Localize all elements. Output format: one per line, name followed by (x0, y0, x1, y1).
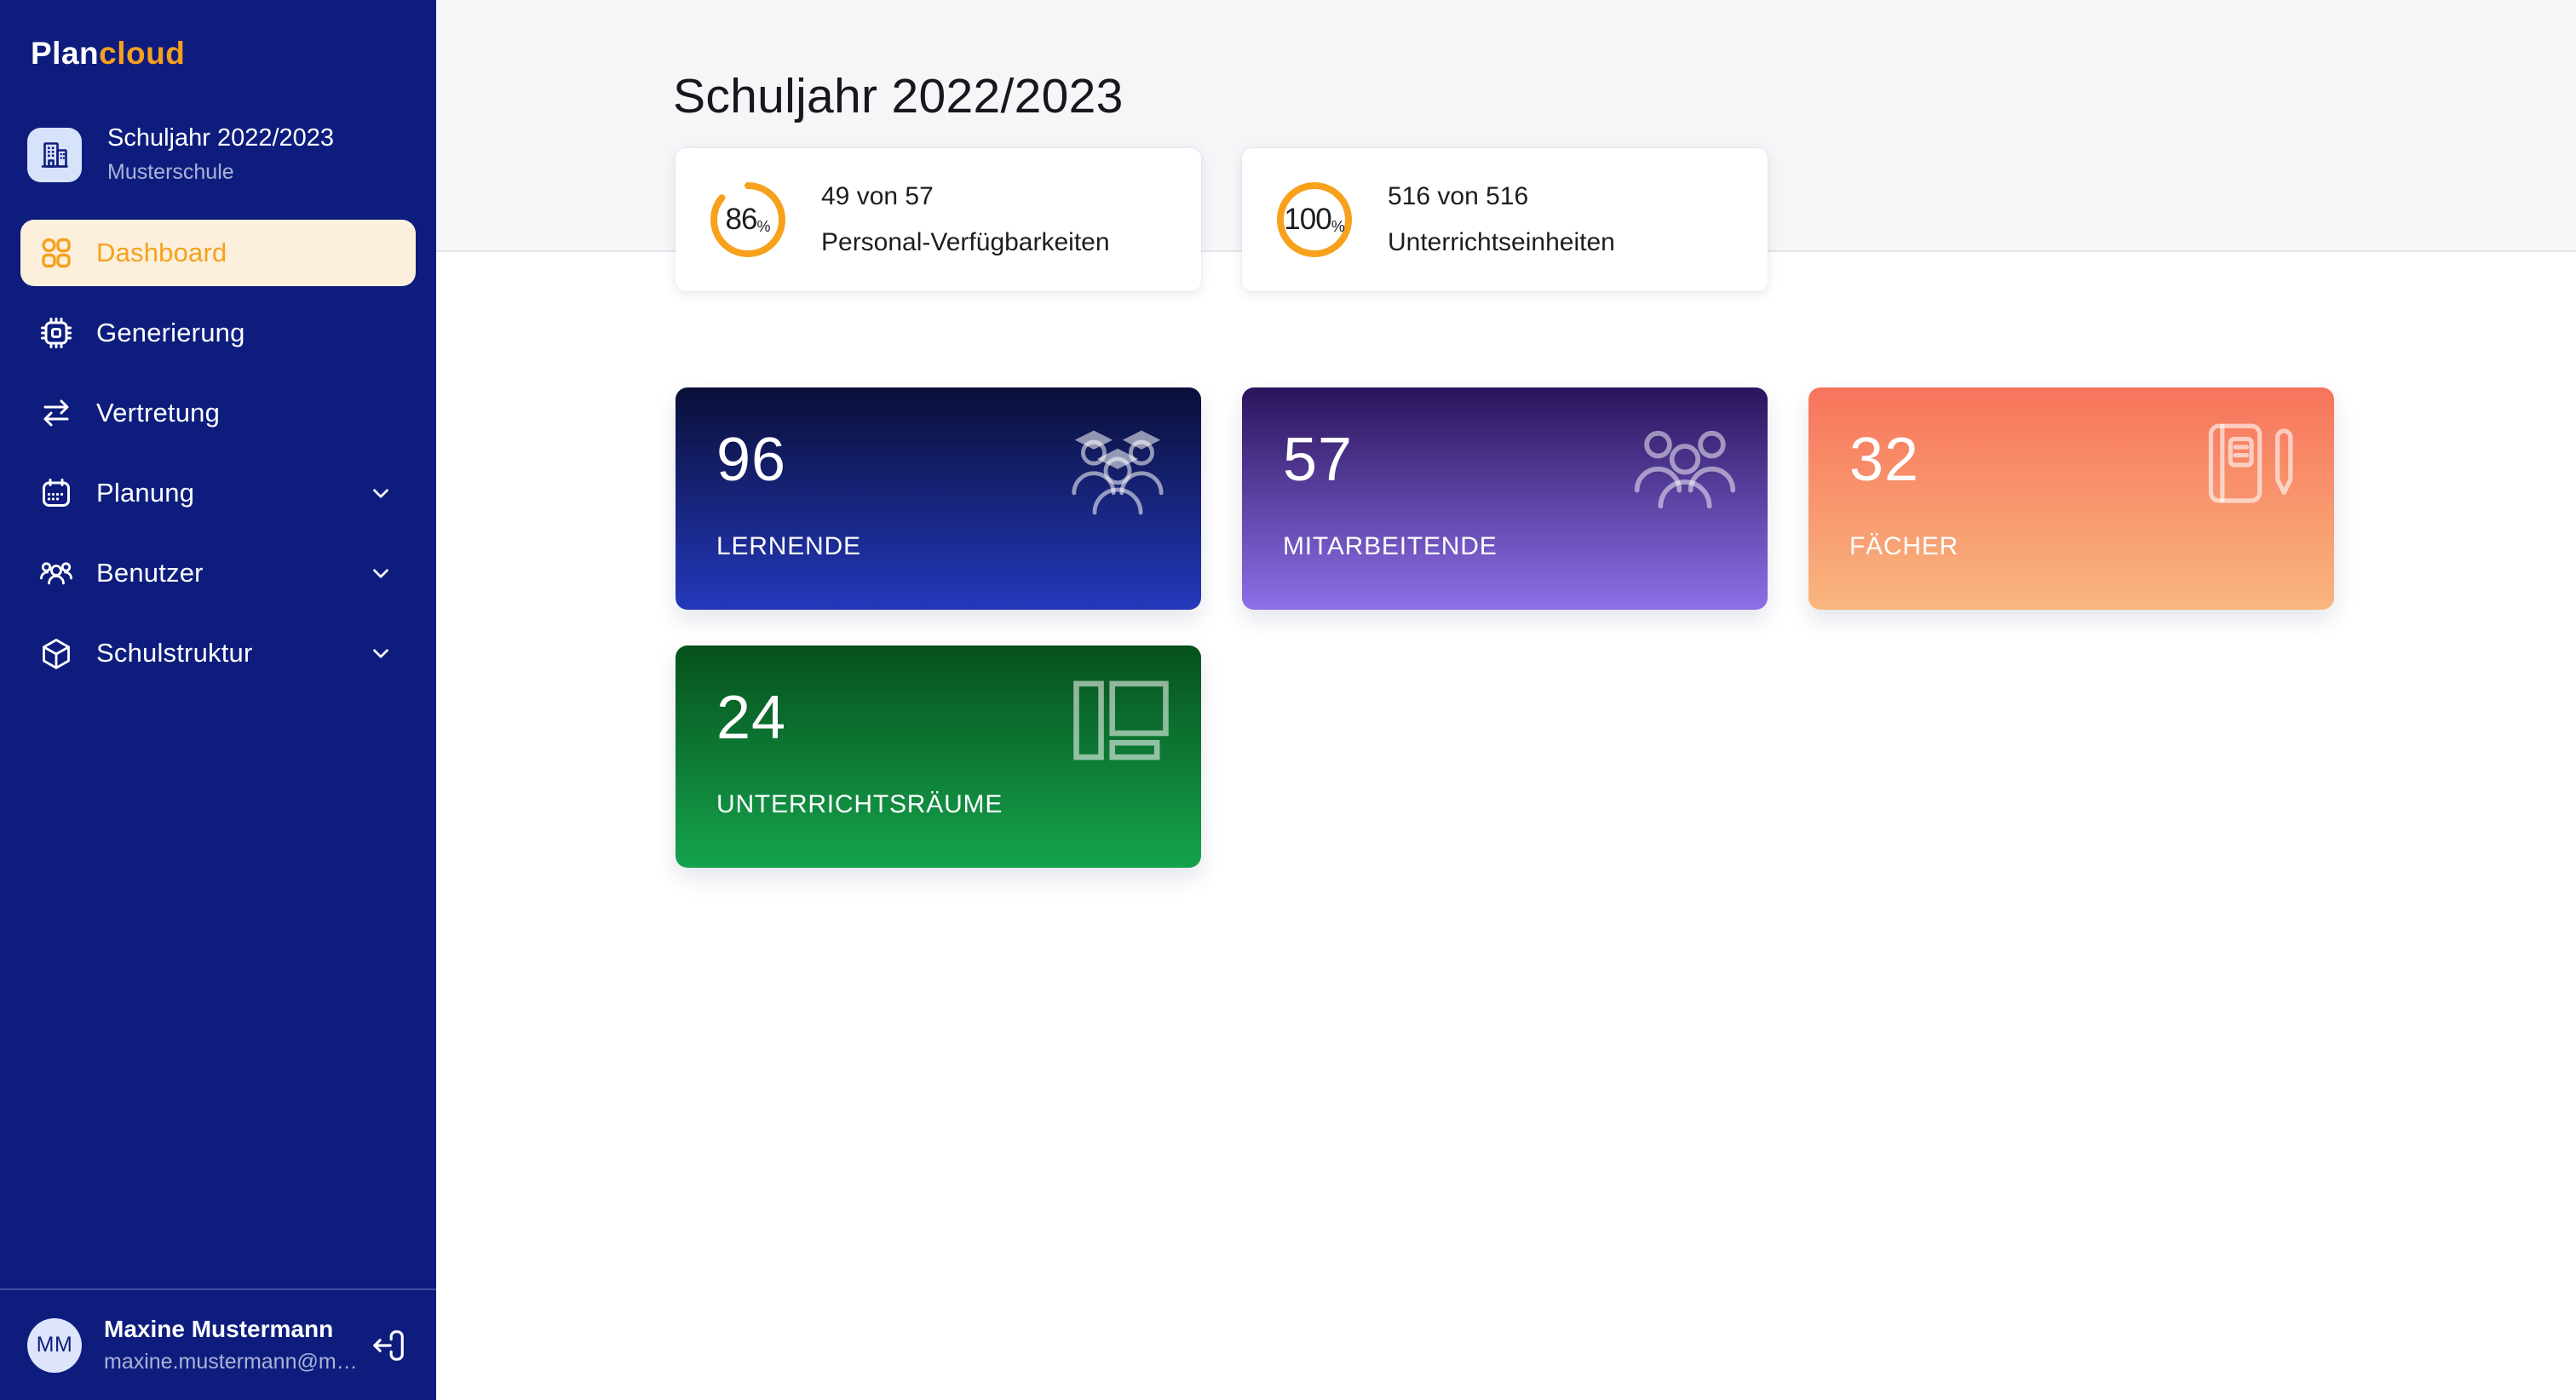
progress-percent: 86% (707, 179, 789, 261)
stat-label: Unterrichtseinheiten (1388, 228, 1615, 256)
sidebar-item-vertretung[interactable]: Vertretung (20, 380, 416, 446)
sidebar-item-generierung[interactable]: Generierung (20, 300, 416, 366)
tile-value: 32 (1849, 426, 1920, 494)
dashboard-grid-icon (42, 238, 71, 268)
tile-value: 57 (1283, 426, 1354, 494)
stat-card-personal-verfuegbarkeiten: 86% 49 von 57 Personal-Verfügbarkeiten (676, 148, 1201, 291)
chevron-down-icon (373, 489, 388, 498)
school-year-texts: Schuljahr 2022/2023 Musterschule (107, 124, 334, 185)
stat-texts: 516 von 516 Unterrichtseinheiten (1388, 174, 1615, 266)
students-graduates-icon (1072, 430, 1164, 515)
progress-ring-100: 100% (1274, 179, 1355, 261)
brand-accent: cloud (99, 36, 186, 71)
tile-value: 24 (716, 684, 787, 752)
sidebar-item-label: Benutzer (96, 558, 204, 588)
calendar-icon (43, 479, 70, 507)
page-title: Schuljahr 2022/2023 (673, 69, 1124, 124)
tile-lernende[interactable]: 96 LERNENDE (676, 387, 1201, 610)
chip-icon (41, 318, 72, 348)
stat-card-unterrichtseinheiten: 100% 516 von 516 Unterrichtseinheiten (1242, 148, 1768, 291)
stat-count: 49 von 57 (821, 182, 934, 210)
tile-value: 96 (716, 426, 787, 494)
user-name: Maxine Mustermann (104, 1316, 334, 1342)
school-name: Musterschule (107, 160, 234, 184)
rooms-layout-icon (1073, 680, 1169, 760)
sidebar-nav: Dashboard Generierung Vertretung (20, 220, 416, 700)
stat-count: 516 von 516 (1388, 182, 1529, 210)
user-texts: Maxine Mustermann maxine.mustermann@m… (104, 1316, 358, 1374)
stat-label: Personal-Verfügbarkeiten (821, 228, 1110, 256)
user-email: maxine.mustermann@m… (104, 1350, 358, 1374)
percent-value: 100 (1284, 203, 1331, 236)
percent-sign: % (1331, 217, 1345, 235)
sidebar-item-planung[interactable]: Planung (20, 460, 416, 526)
progress-ring-86: 86% (707, 179, 789, 261)
school-year-title: Schuljahr 2022/2023 (107, 124, 335, 152)
chevron-down-icon (373, 569, 388, 578)
sidebar-item-schulstruktur[interactable]: Schulstruktur (20, 620, 416, 686)
sidebar: Plancloud Schuljahr 2022/2023 Musterschu… (0, 0, 436, 1400)
main-content: Schuljahr 2022/2023 86% 49 von 57 Person… (436, 0, 2576, 1400)
tile-label: LERNENDE (716, 532, 861, 560)
tile-mitarbeitende[interactable]: 57 MITARBEITENDE (1242, 387, 1768, 610)
sidebar-item-label: Generierung (96, 318, 245, 347)
avatar: MM (27, 1317, 82, 1373)
swap-arrows-icon (43, 399, 69, 427)
percent-value: 86 (725, 203, 758, 236)
tile-unterrichtsraeume[interactable]: 24 UNTERRICHTSRÄUME (676, 645, 1201, 868)
tile-label: FÄCHER (1849, 532, 1959, 560)
progress-percent: 100% (1274, 179, 1355, 261)
school-year-selector[interactable]: Schuljahr 2022/2023 Musterschule (27, 124, 416, 185)
sidebar-item-label: Vertretung (96, 398, 221, 427)
logout-icon (373, 1329, 404, 1361)
tile-label: UNTERRICHTSRÄUME (716, 790, 1003, 818)
users-icon (40, 562, 72, 585)
sidebar-item-label: Dashboard (96, 238, 227, 267)
sidebar-item-dashboard[interactable]: Dashboard (20, 220, 416, 286)
stat-texts: 49 von 57 Personal-Verfügbarkeiten (821, 174, 1110, 266)
user-section: MM Maxine Mustermann maxine.mustermann@m… (0, 1288, 436, 1400)
notebook-pencil-icon (2208, 423, 2293, 503)
tile-faecher[interactable]: 32 FÄCHER (1808, 387, 2334, 610)
logout-button[interactable] (368, 1326, 407, 1365)
sidebar-item-label: Planung (96, 478, 195, 508)
brand-logo: Plancloud (31, 36, 185, 72)
staff-group-icon (1634, 430, 1736, 508)
school-building-icon (27, 127, 82, 182)
sidebar-item-benutzer[interactable]: Benutzer (20, 540, 416, 606)
chevron-down-icon (373, 649, 388, 658)
percent-sign: % (756, 217, 771, 235)
sidebar-item-label: Schulstruktur (96, 638, 253, 668)
cube-icon (43, 639, 70, 669)
tile-label: MITARBEITENDE (1283, 532, 1498, 560)
brand-primary: Plan (31, 36, 100, 71)
progress-stats-row: 86% 49 von 57 Personal-Verfügbarkeiten 1… (676, 148, 1768, 291)
summary-tiles: 96 LERNENDE 57 MITARBEITENDE (676, 387, 2334, 868)
